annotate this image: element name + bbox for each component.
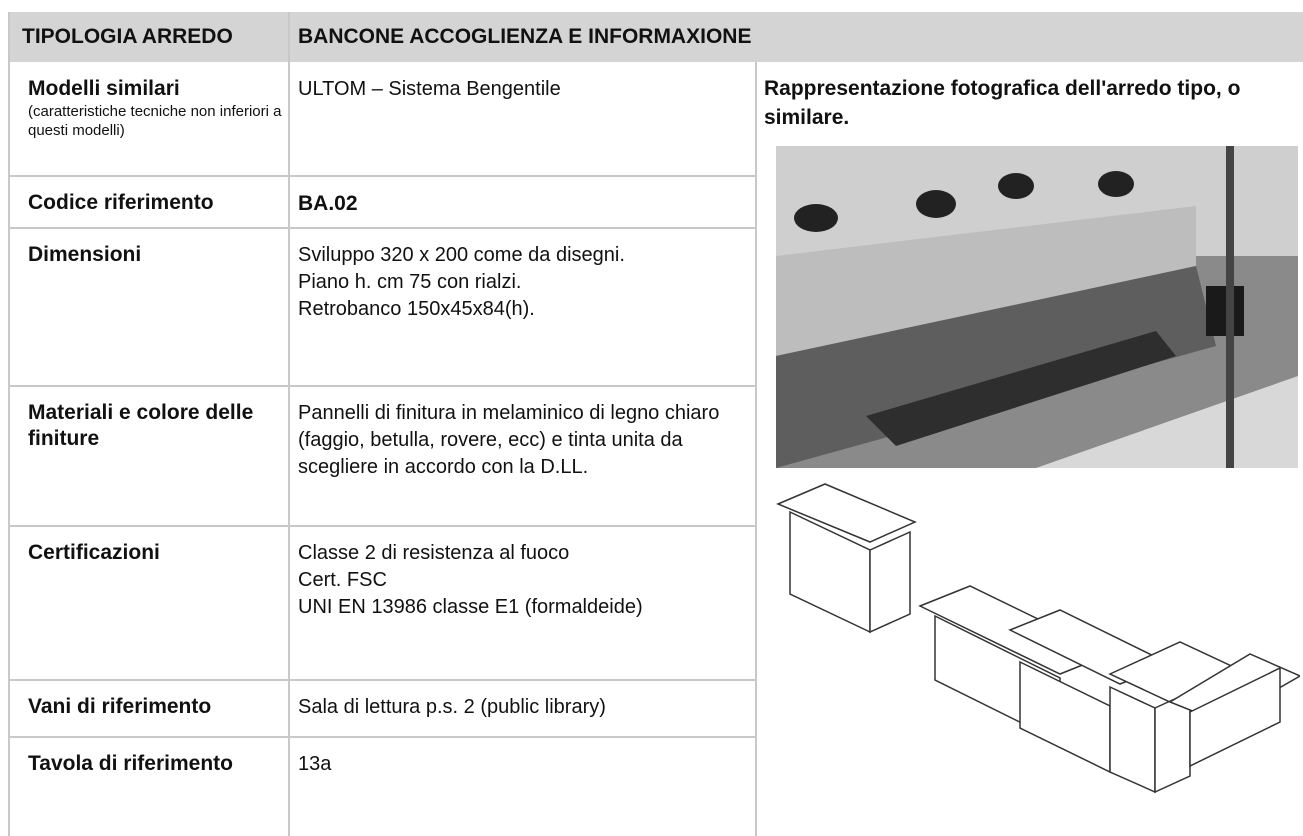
value-line: BA.02	[298, 192, 358, 215]
row-divider	[8, 736, 755, 738]
table-border	[8, 12, 10, 836]
row-value: Sviluppo 320 x 200 come da disegni. Piano…	[298, 242, 748, 323]
row-value: BA.02	[298, 190, 748, 217]
row-value: ULTOM – Sistema Bengentile	[298, 76, 748, 103]
label-text: Tavola di riferimento	[28, 752, 233, 775]
column-divider	[288, 12, 290, 836]
row-label: Vani di riferimento	[8, 694, 288, 720]
row-divider	[8, 679, 755, 681]
row-label: Codice riferimento	[8, 190, 288, 216]
header-label: TIPOLOGIA ARREDO	[22, 25, 233, 48]
row-value: Pannelli di finitura in melaminico di le…	[298, 400, 748, 481]
row-divider	[8, 175, 755, 177]
row-divider	[8, 227, 755, 229]
row-label: Dimensioni	[8, 242, 288, 268]
row-label: Materiali e colore delle finiture	[8, 400, 288, 452]
value-line: Sviluppo 320 x 200 come da disegni.	[298, 244, 625, 266]
row-divider	[8, 525, 755, 527]
row-label: Tavola di riferimento	[8, 751, 288, 777]
value-line: Classe 2 di resistenza al fuoco	[298, 542, 570, 564]
row-label: Modelli similari (caratteristiche tecnich…	[8, 76, 288, 140]
value-line: Cert. FSC	[298, 569, 387, 591]
row-divider	[8, 385, 755, 387]
desk-drawing	[776, 483, 1300, 794]
row-label: Certificazioni	[8, 540, 288, 566]
row-value: 13a	[298, 751, 748, 778]
image-caption: Rappresentazione fotografica dell'arredo…	[764, 77, 1241, 129]
value-line: ULTOM – Sistema Bengentile	[298, 78, 561, 100]
label-text: Codice riferimento	[28, 191, 214, 214]
column-divider	[755, 62, 757, 836]
row-value: Classe 2 di resistenza al fuoco Cert. FSC…	[298, 540, 748, 621]
value-line: Sala di lettura p.s. 2 (public library)	[298, 696, 606, 718]
header-band	[8, 12, 1303, 62]
photo	[776, 146, 1298, 468]
label-text: Materiali e colore delle finiture	[28, 401, 254, 450]
value-line: 13a	[298, 753, 332, 775]
value-line: UNI EN 13986 classe E1 (formaldeide)	[298, 596, 643, 618]
value-line: Piano h. cm 75 con rialzi.	[298, 271, 522, 293]
label-text: Dimensioni	[28, 243, 142, 266]
header-title: BANCONE ACCOGLIENZA E INFORMAXIONE	[298, 25, 752, 48]
label-text: Vani di riferimento	[28, 695, 212, 718]
value-line: Retrobanco 150x45x84(h).	[298, 298, 535, 320]
row-value: Sala di lettura p.s. 2 (public library)	[298, 694, 748, 721]
label-text: Modelli similari	[28, 77, 180, 100]
label-text: Certificazioni	[28, 541, 160, 564]
label-note: (caratteristiche tecniche non inferiori …	[28, 103, 282, 139]
value-line: Pannelli di finitura in melaminico di le…	[298, 402, 720, 478]
